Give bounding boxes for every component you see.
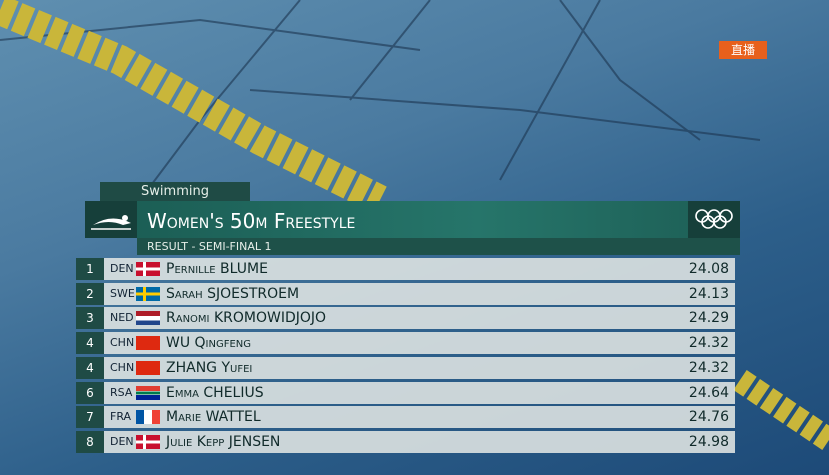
athlete-name: ZHANG Yufei — [166, 359, 253, 376]
rank: 1 — [76, 258, 104, 280]
country-code: DEN — [110, 262, 134, 275]
flag — [136, 385, 160, 400]
time: 24.08 — [688, 261, 729, 277]
result-row — [104, 356, 735, 379]
flag — [136, 262, 160, 276]
country-code: RSA — [110, 385, 133, 399]
rank: 8 — [76, 430, 104, 453]
country-code: SWE — [110, 286, 135, 300]
flag — [136, 286, 160, 301]
athlete-name: Marie WATTEL — [166, 409, 261, 426]
flag — [136, 410, 160, 425]
athlete-name: Pernille BLUME — [166, 261, 268, 277]
rank: 2 — [76, 282, 104, 305]
country-code: CHN — [110, 336, 135, 350]
time: 24.32 — [688, 359, 729, 376]
athlete-name: Ranomi KROMOWIDJOJO — [166, 310, 327, 327]
flag — [136, 434, 160, 449]
time: 24.64 — [688, 384, 729, 401]
title-bar — [85, 201, 740, 238]
country-code: NED — [110, 311, 134, 325]
result-row — [104, 282, 735, 305]
flag — [136, 336, 160, 351]
result-row — [104, 307, 735, 330]
country-code: DEN — [110, 434, 134, 448]
country-code: CHN — [110, 360, 135, 374]
result-row — [104, 381, 735, 404]
result-row — [104, 258, 735, 280]
athlete-name: Julie Kepp JENSEN — [166, 433, 281, 450]
time: 24.76 — [688, 409, 729, 426]
event-title: Women's 50m Freestyle — [147, 209, 356, 233]
flag — [136, 360, 160, 375]
time: 24.13 — [688, 285, 729, 302]
subtitle: RESULT - SEMI-FINAL 1 — [147, 240, 272, 253]
time: 24.98 — [688, 433, 729, 450]
swim-icon — [85, 201, 137, 238]
rank: 4 — [76, 356, 104, 379]
athlete-name: Sarah SJOESTROEM — [166, 285, 300, 302]
time: 24.29 — [688, 310, 729, 327]
time: 24.32 — [688, 335, 729, 352]
live-badge: 直播 — [719, 41, 767, 59]
result-row — [104, 406, 735, 429]
athlete-name: Emma CHELIUS — [166, 384, 264, 401]
rank: 3 — [76, 307, 104, 330]
subtitle-bar — [137, 238, 740, 255]
flag — [136, 311, 160, 326]
result-row — [104, 332, 735, 355]
sport-tab: Swimming — [100, 182, 250, 201]
rank: 6 — [76, 381, 104, 404]
result-row — [104, 430, 735, 453]
rank: 4 — [76, 332, 104, 355]
athlete-name: WU Qingfeng — [166, 335, 252, 352]
rank: 7 — [76, 406, 104, 429]
country-code: FRA — [110, 410, 132, 424]
olympic-rings — [688, 201, 740, 238]
